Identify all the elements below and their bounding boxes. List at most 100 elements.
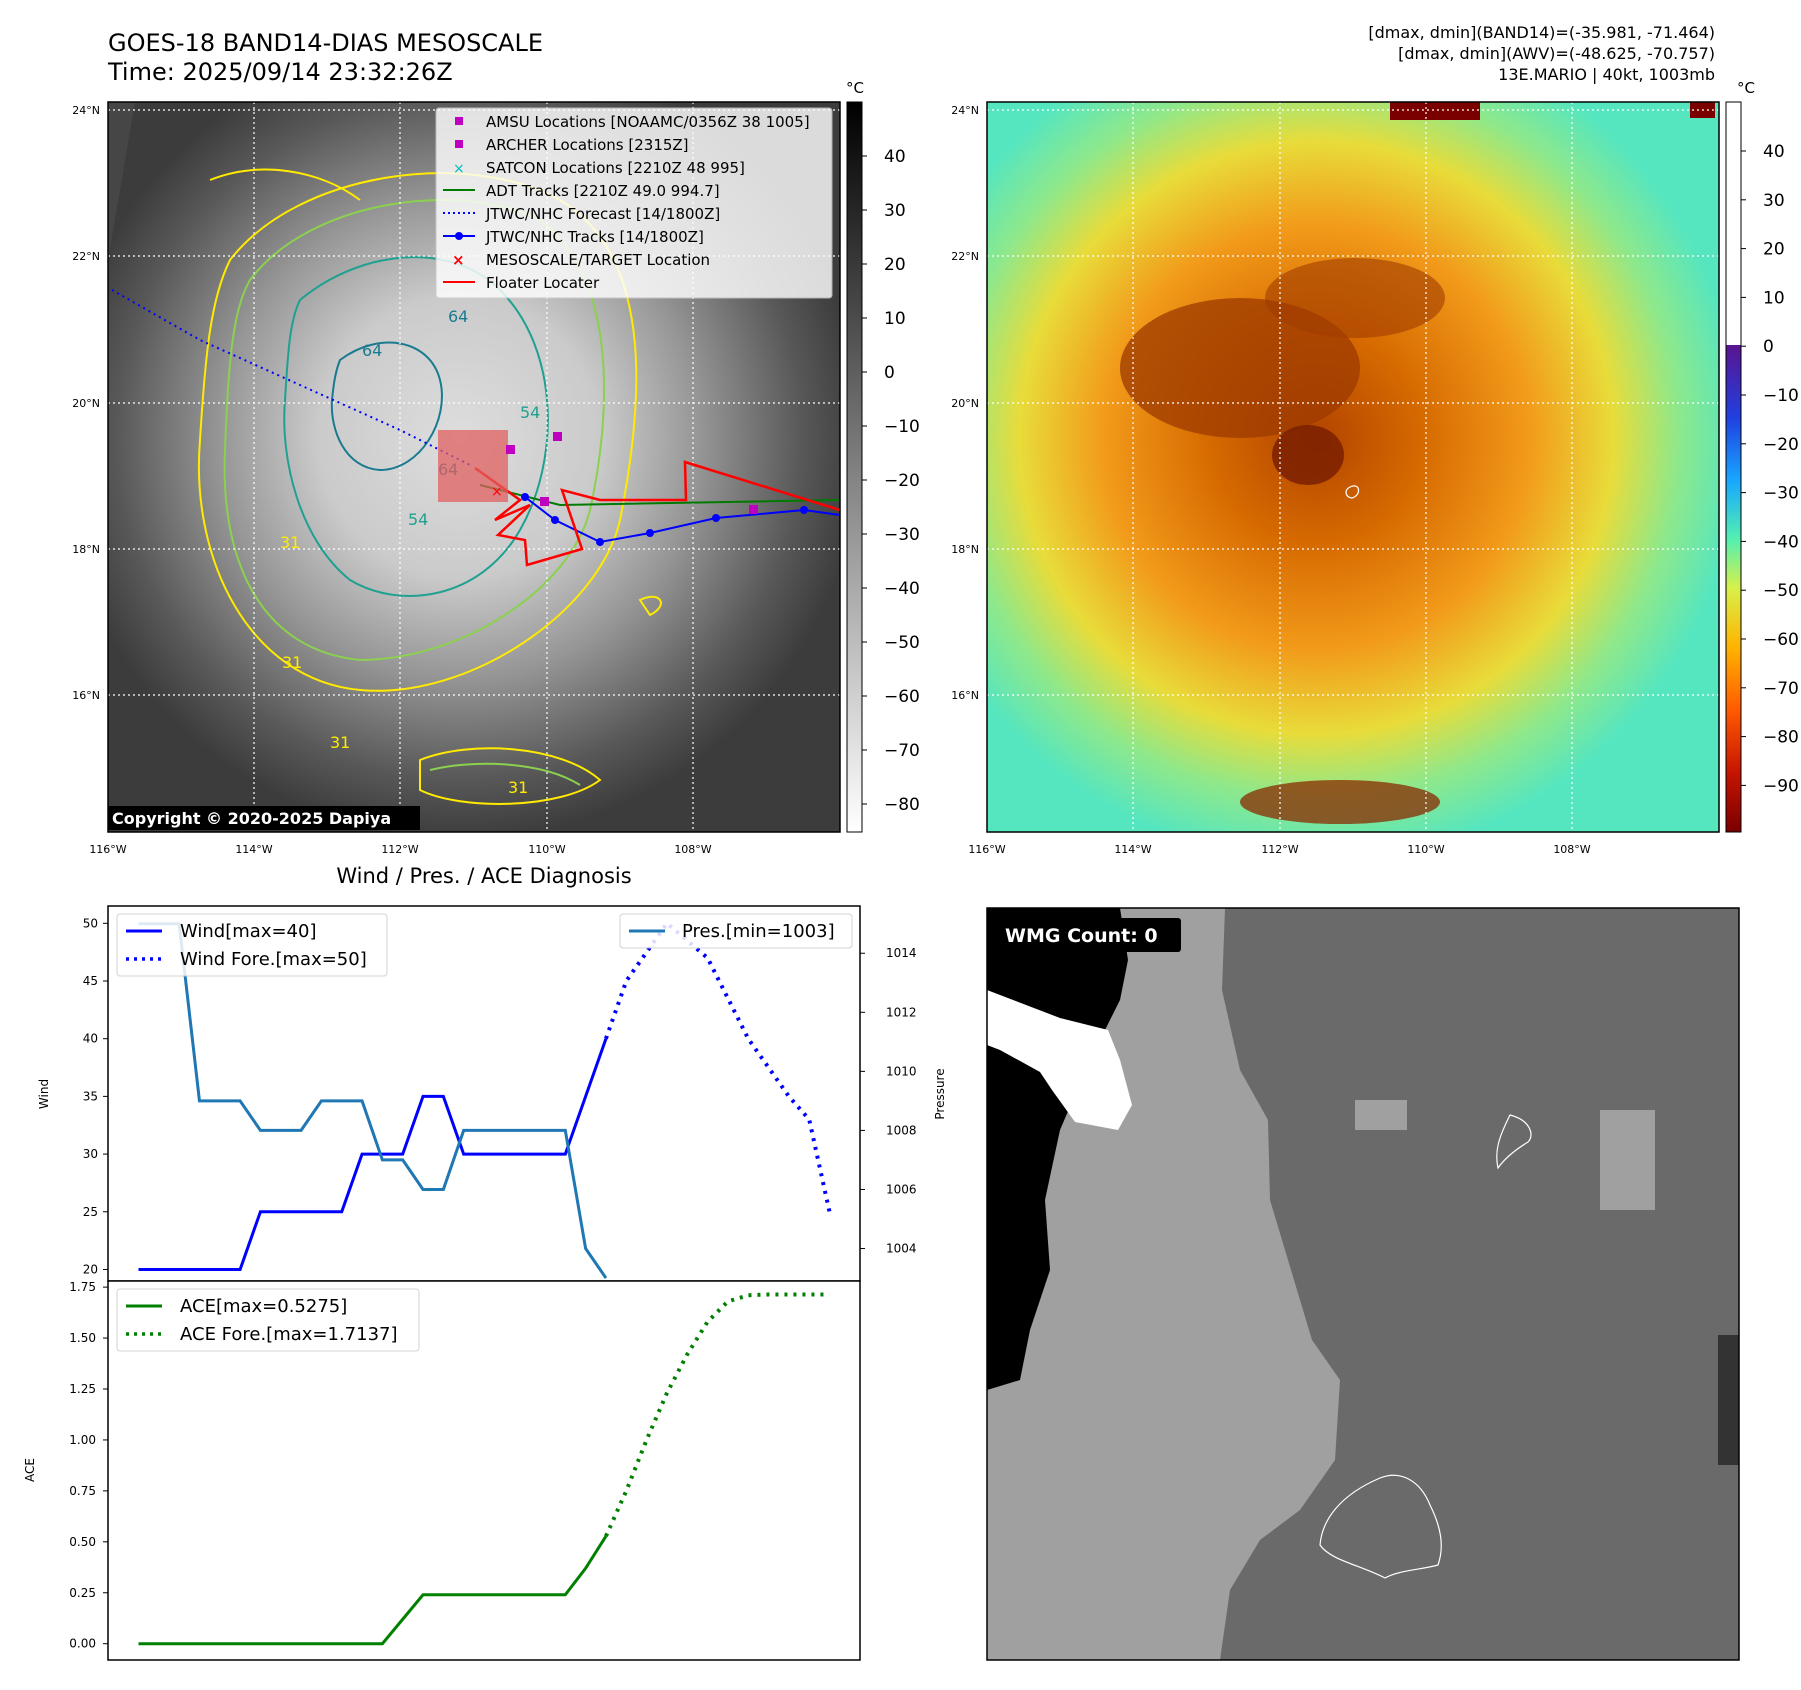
wind-axis-label: Wind <box>37 1079 51 1109</box>
legend-target: MESOSCALE/TARGET Location <box>486 251 710 269</box>
amsu-archer-points <box>506 432 758 514</box>
colorbar-tick-label: 10 <box>884 309 906 329</box>
contour-label: 31 <box>280 533 300 552</box>
colorbar-tick-label: 30 <box>884 201 906 221</box>
lat-label: 24°N <box>951 104 979 117</box>
lon-label: 114°W <box>1114 843 1151 856</box>
colorbar-tick-label: −30 <box>1763 484 1799 504</box>
colorbar-tick-label: 0 <box>884 363 895 383</box>
ace-axis-label: ACE <box>23 1458 37 1482</box>
series-line <box>604 920 832 1213</box>
colorbar-tick-label: 30 <box>1763 191 1785 211</box>
jtwc-track-points <box>521 493 808 546</box>
colorbar-tick-label: 20 <box>884 255 906 275</box>
ace-tick-label: 1.75 <box>69 1280 96 1294</box>
lon-label: 110°W <box>528 843 565 856</box>
colorbar-tick-label: −80 <box>1763 728 1799 748</box>
pressure-tick-label: 1014 <box>886 946 917 960</box>
ir-colorbar: °C 40 30 20 10 0 −10 −20 −30 −40 −50 −60 −70 −80 <box>846 79 920 833</box>
lat-label: 18°N <box>951 543 979 556</box>
legend-amsu: AMSU Locations [NOAAMC/0356Z 38 1005] <box>486 113 810 131</box>
colorbar-tick-label: −70 <box>884 741 920 761</box>
lat-label: 16°N <box>951 689 979 702</box>
lon-label: 112°W <box>1261 843 1298 856</box>
lat-label: 16°N <box>72 689 100 702</box>
colorbar-tick-label: −80 <box>884 795 920 815</box>
target-marker: × <box>491 484 503 500</box>
lon-label: 110°W <box>1407 843 1444 856</box>
wind-pressure-chart: 20 25 30 35 40 45 50 1004 1006 1008 1010 1012 1014 W… <box>37 905 947 1282</box>
colorbar-tick-label: −40 <box>1763 532 1799 552</box>
colorbar-tick-label: 40 <box>884 147 906 167</box>
lat-label: 18°N <box>72 543 100 556</box>
ace-tick-label: 0.00 <box>69 1637 96 1651</box>
svg-text:°C: °C <box>1737 79 1755 97</box>
colorbar-tick-label: −40 <box>884 579 920 599</box>
contour-label: 31 <box>282 653 302 672</box>
wind-legend: Wind[max=40] Wind Fore.[max=50] <box>116 913 388 977</box>
lon-label: 114°W <box>235 843 272 856</box>
lat-label: 20°N <box>951 397 979 410</box>
colorbar-tick-label: −60 <box>884 687 920 707</box>
colorbar-tick-label: 20 <box>1763 240 1785 260</box>
figure-time: Time: 2025/09/14 23:32:26Z <box>107 58 453 86</box>
wind-tick-label: 45 <box>83 974 98 988</box>
map-legend: AMSU Locations [NOAAMC/0356Z 38 1005] AR… <box>435 107 833 299</box>
contour-label: 64 <box>362 341 382 360</box>
ace-tick-label: 0.25 <box>69 1586 96 1600</box>
ace-chart: 0.00 0.25 0.50 0.75 1.00 1.25 1.50 1.75 ACE ACE… <box>23 1280 861 1661</box>
pressure-axis-label: Pressure <box>933 1068 947 1119</box>
svg-text:°C: °C <box>846 79 864 97</box>
lon-label: 112°W <box>381 843 418 856</box>
floater-locater-line <box>474 460 840 567</box>
contour-label: 31 <box>508 778 528 797</box>
series-line <box>138 1038 608 1271</box>
colorbar-tick-label: −50 <box>1763 581 1799 601</box>
series-line <box>138 922 608 1279</box>
colorbar-tick-label: −20 <box>1763 435 1799 455</box>
colorbar-tick-label: 40 <box>1763 142 1785 162</box>
lon-label: 116°W <box>89 843 126 856</box>
legend-wind-forecast: Wind Fore.[max=50] <box>180 949 367 970</box>
colorbar-tick-label: −70 <box>1763 679 1799 699</box>
ace-tick-label: 1.25 <box>69 1382 96 1396</box>
legend-adt: ADT Tracks [2210Z 49.0 994.7] <box>486 182 720 200</box>
diagnosis-title: Wind / Pres. / ACE Diagnosis <box>336 864 631 888</box>
svg-text:×: × <box>453 161 465 177</box>
wind-tick-label: 30 <box>83 1147 98 1161</box>
dmax-awv: [dmax, dmin](AWV)=(-48.625, -70.757) <box>1398 44 1715 63</box>
contour-label: 54 <box>520 403 540 422</box>
ace-legend: ACE[max=0.5275] ACE Fore.[max=1.7137] <box>116 1288 420 1352</box>
colorbar-tick-label: −20 <box>884 471 920 491</box>
ace-tick-label: 0.50 <box>69 1535 96 1549</box>
contour-label: 64 <box>448 307 468 326</box>
lat-label: 22°N <box>72 250 100 263</box>
wind-tick-label: 25 <box>83 1205 98 1219</box>
wind-tick-label: 35 <box>83 1089 98 1103</box>
legend-floater: Floater Locater <box>486 274 600 292</box>
lon-label: 108°W <box>1553 843 1590 856</box>
ace-tick-label: 1.00 <box>69 1433 96 1447</box>
wind-tick-label: 50 <box>83 916 98 930</box>
wind-tick-label: 40 <box>83 1032 98 1046</box>
series-line <box>604 1292 830 1538</box>
legend-archer: ARCHER Locations [2315Z] <box>486 136 689 154</box>
pressure-tick-label: 1012 <box>886 1005 917 1019</box>
contour-label: 54 <box>408 510 428 529</box>
pressure-legend: Pres.[min=1003] <box>619 913 853 949</box>
awv-colorbar: °C 40 30 20 10 0 −10 −20 −30 −40 −50 −60 −70 −80 −90 <box>1725 79 1799 833</box>
colorbar-tick-label: −10 <box>1763 386 1799 406</box>
legend-ace: ACE[max=0.5275] <box>180 1296 347 1317</box>
mesoscale-target-box <box>438 430 508 502</box>
series-line <box>138 1535 608 1646</box>
pressure-tick-label: 1010 <box>886 1064 917 1078</box>
legend-satcon: SATCON Locations [2210Z 48 995] <box>486 159 745 177</box>
colorbar-tick-label: 0 <box>1763 337 1774 357</box>
legend-ace-forecast: ACE Fore.[max=1.7137] <box>180 1324 398 1345</box>
lat-label: 22°N <box>951 250 979 263</box>
contour-label: 31 <box>330 733 350 752</box>
pressure-tick-label: 1006 <box>886 1182 917 1196</box>
colorbar-tick-label: −90 <box>1763 776 1799 796</box>
legend-pressure: Pres.[min=1003] <box>682 921 835 942</box>
